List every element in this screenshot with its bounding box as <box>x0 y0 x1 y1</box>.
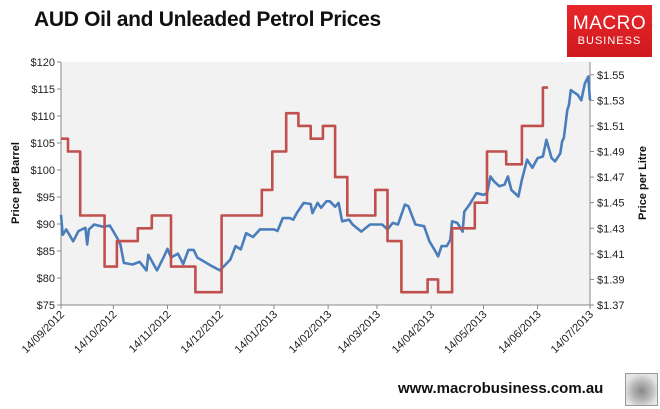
y-tick-label-right: $1.39 <box>597 274 625 286</box>
x-tick-label: 14/10/2012 <box>72 309 119 356</box>
y-tick-label-right: $1.47 <box>597 172 625 184</box>
logo-line2: BUSINESS <box>577 35 642 47</box>
y-tick-label-left: $100 <box>31 165 55 177</box>
y-tick-label-right: $1.53 <box>597 95 625 107</box>
x-tick-label: 14/11/2012 <box>127 309 174 356</box>
y-tick-label-left: $80 <box>37 273 55 285</box>
x-tick-label: 14/02/2013 <box>287 309 334 356</box>
x-tick-label: 14/09/2012 <box>20 309 67 356</box>
y-tick-label-right: $1.45 <box>597 198 625 210</box>
y-tick-label-left: $85 <box>37 246 55 258</box>
y-axis-left-label: Price per Barrel <box>10 142 22 224</box>
y-tick-label-left: $110 <box>31 111 55 123</box>
plot-area <box>61 62 590 305</box>
wolf-logo-icon <box>625 373 658 406</box>
y-tick-label-right: $1.51 <box>597 121 625 133</box>
y-tick-label-left: $90 <box>37 219 55 231</box>
x-tick-label: 14/12/2012 <box>179 309 226 356</box>
x-tick-label: 14/01/2013 <box>233 309 280 356</box>
x-tick-label: 14/04/2013 <box>390 309 437 356</box>
macrobusiness-logo: MACRO BUSINESS <box>567 5 652 57</box>
y-tick-label-right: $1.49 <box>597 147 625 159</box>
y-tick-label-right: $1.55 <box>597 70 625 82</box>
y-tick-label-left: $75 <box>37 300 55 312</box>
y-tick-label-left: $105 <box>31 138 55 150</box>
website-url: www.macrobusiness.com.au <box>398 380 604 397</box>
y-tick-label-left: $120 <box>31 57 55 69</box>
y-tick-label-left: $115 <box>31 84 55 96</box>
y-tick-label-right: $1.37 <box>597 300 625 312</box>
x-tick-label: 14/05/2013 <box>442 309 489 356</box>
y-tick-label-right: $1.41 <box>597 249 625 261</box>
y-tick-label-right: $1.43 <box>597 223 625 235</box>
logo-line1: MACRO <box>572 13 647 34</box>
x-tick-label: 14/03/2013 <box>336 309 383 356</box>
x-tick-label: 14/06/2013 <box>496 309 543 356</box>
y-axis-right-label: Price per Litre <box>637 146 649 220</box>
chart-title: AUD Oil and Unleaded Petrol Prices <box>34 8 381 31</box>
petrol-price-line <box>61 86 549 294</box>
oil-price-line <box>59 75 592 272</box>
x-tick-label: 14/07/2013 <box>549 309 596 356</box>
y-tick-label-left: $95 <box>37 192 55 204</box>
